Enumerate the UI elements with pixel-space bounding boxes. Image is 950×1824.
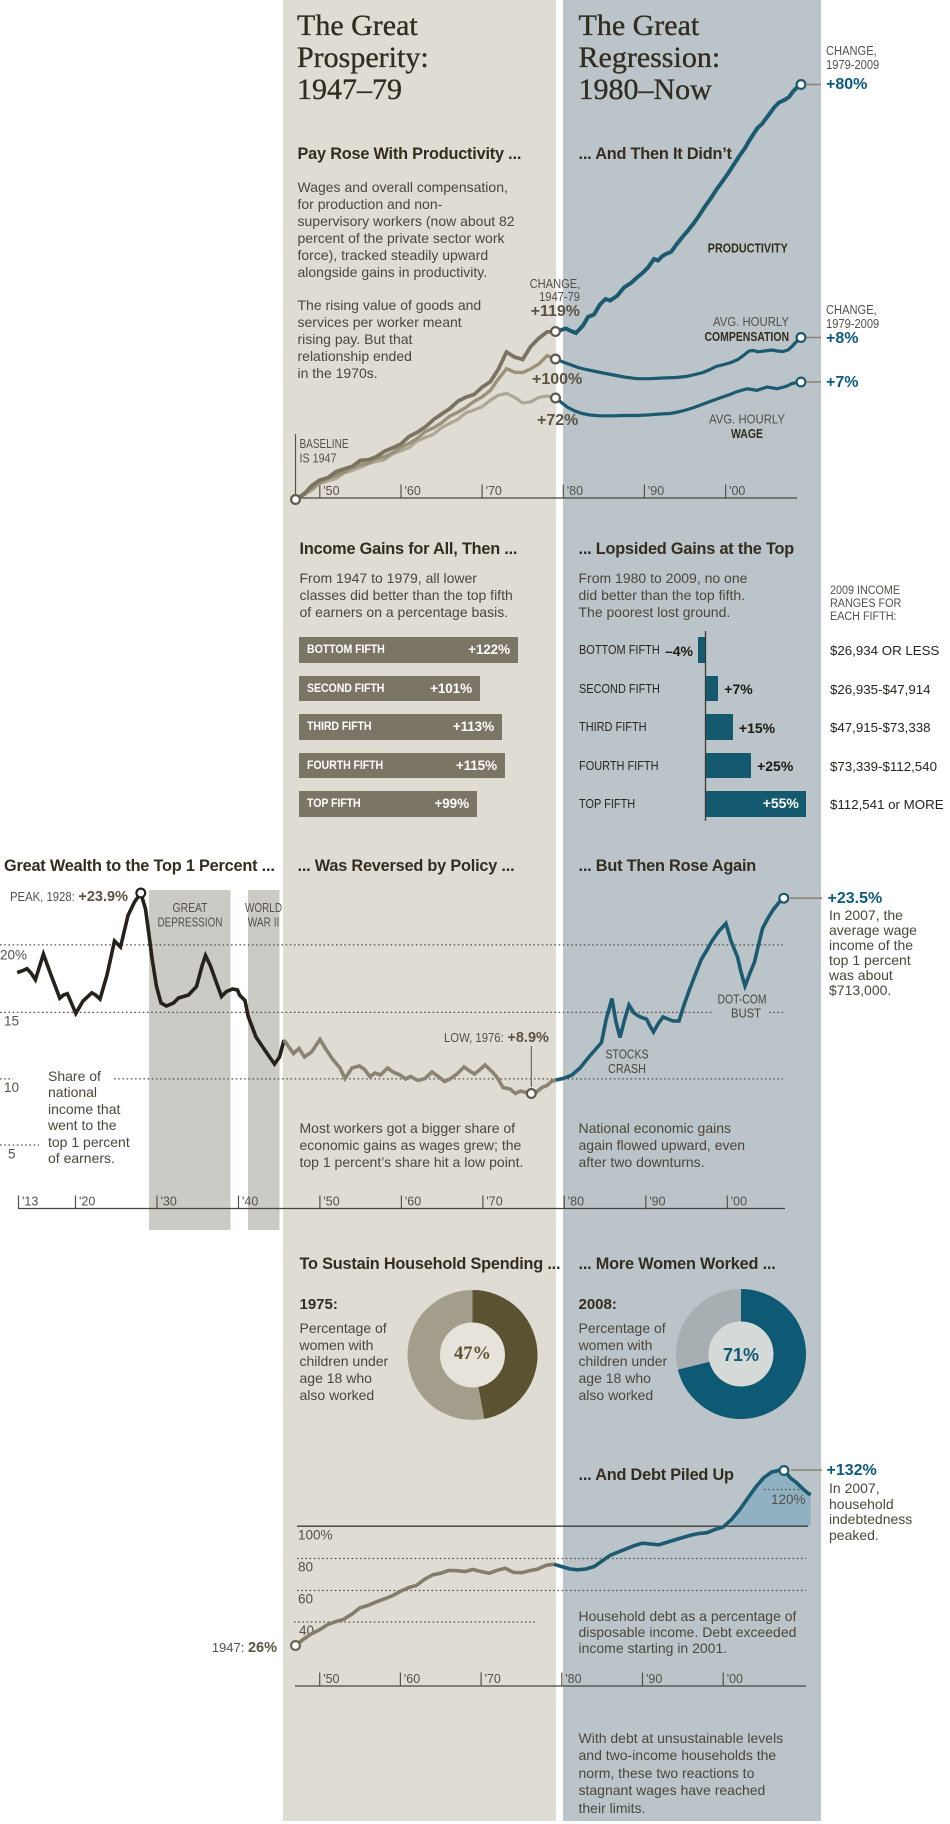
svg-text:120%: 120% — [771, 1492, 806, 1507]
svg-text:'90: '90 — [649, 1195, 665, 1209]
svg-text:'70: '70 — [485, 1672, 501, 1686]
svg-text:WAGE: WAGE — [731, 426, 763, 441]
svg-text:'90: '90 — [648, 484, 664, 498]
svg-text:CRASH: CRASH — [608, 1061, 646, 1076]
svg-text:100%: 100% — [298, 1528, 333, 1543]
svg-text:'80: '80 — [567, 484, 583, 498]
svg-text:BUST: BUST — [731, 1006, 761, 1021]
svg-text:'80: '80 — [568, 1195, 584, 1209]
svg-text:BASELINE: BASELINE — [300, 437, 349, 451]
svg-text:20%: 20% — [0, 948, 27, 963]
svg-text:'13: '13 — [22, 1195, 38, 1209]
svg-text:60: 60 — [298, 1592, 313, 1607]
svg-text:'20: '20 — [79, 1195, 95, 1209]
svg-text:COMPENSATION: COMPENSATION — [705, 329, 790, 344]
svg-text:'60: '60 — [405, 1195, 421, 1209]
svg-text:DEPRESSION: DEPRESSION — [158, 916, 223, 930]
svg-text:'80: '80 — [565, 1672, 581, 1686]
svg-text:5: 5 — [8, 1147, 16, 1162]
svg-text:'40: '40 — [242, 1195, 258, 1209]
svg-text:15: 15 — [4, 1014, 19, 1029]
svg-text:'00: '00 — [727, 1672, 743, 1686]
svg-text:WAR II: WAR II — [248, 916, 279, 930]
svg-text:IS 1947: IS 1947 — [300, 452, 337, 466]
svg-text:DOT-COM: DOT-COM — [718, 992, 767, 1007]
svg-text:WORLD: WORLD — [245, 901, 282, 915]
svg-text:'90: '90 — [646, 1672, 662, 1686]
svg-text:PRODUCTIVITY: PRODUCTIVITY — [708, 241, 788, 256]
svg-text:10: 10 — [4, 1080, 19, 1095]
svg-text:'50: '50 — [323, 1672, 339, 1686]
svg-text:80: 80 — [298, 1560, 313, 1575]
svg-text:AVG. HOURLY: AVG. HOURLY — [713, 314, 789, 329]
svg-text:STOCKS: STOCKS — [606, 1047, 649, 1062]
svg-text:'60: '60 — [405, 484, 421, 498]
svg-text:GREAT: GREAT — [173, 901, 208, 915]
svg-text:'70: '70 — [486, 1195, 502, 1209]
svg-text:'60: '60 — [404, 1672, 420, 1686]
svg-text:'00: '00 — [729, 484, 745, 498]
svg-text:'30: '30 — [161, 1195, 177, 1209]
svg-text:AVG. HOURLY: AVG. HOURLY — [709, 412, 785, 427]
svg-text:'50: '50 — [323, 1195, 339, 1209]
svg-text:'50: '50 — [323, 484, 339, 498]
svg-text:'00: '00 — [731, 1195, 747, 1209]
svg-text:'70: '70 — [486, 484, 502, 498]
